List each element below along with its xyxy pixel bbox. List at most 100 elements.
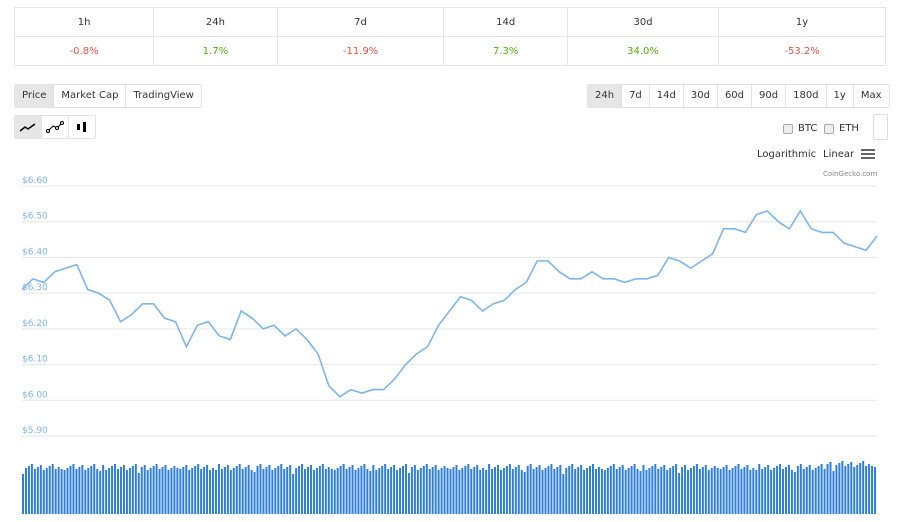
volume-bar (470, 469, 473, 514)
scale-logarithmic[interactable]: Logarithmic (757, 149, 817, 160)
volume-bar (612, 464, 615, 514)
volume-bar (390, 467, 393, 514)
volume-bar (859, 463, 862, 514)
volume-bar (835, 465, 838, 514)
range-24h[interactable]: 24h (588, 85, 623, 107)
volume-bar (93, 464, 96, 514)
volume-bar (140, 467, 143, 514)
credit: CoinGecko.com (823, 170, 878, 178)
volume-bar (559, 465, 562, 514)
volume-bar (538, 465, 541, 514)
menu-icon[interactable] (861, 149, 875, 159)
range-30d[interactable]: 30d (684, 85, 718, 107)
volume-bar (443, 466, 446, 514)
range-1y[interactable]: 1y (827, 85, 854, 107)
line-chart-icon[interactable] (15, 116, 42, 138)
volume-bar (194, 466, 197, 514)
volume-bar (330, 469, 333, 514)
volume-bar (277, 466, 280, 514)
tab-tradingview[interactable]: TradingView (133, 90, 194, 101)
volume-bar (407, 473, 410, 514)
volume-bar (54, 469, 57, 514)
compare-btc[interactable]: BTC (783, 123, 817, 134)
volume-bar (185, 465, 188, 514)
volume-bar (499, 470, 502, 514)
volume-bar (39, 465, 42, 514)
volume-bar (841, 461, 844, 514)
candlestick-icon[interactable] (69, 116, 95, 138)
volume-bar (725, 465, 728, 514)
volume-bar (289, 465, 292, 514)
chart-type-tabs: Price Market Cap TradingView (14, 84, 202, 108)
volume-bar (217, 464, 220, 514)
volume-bar (609, 466, 612, 514)
volume-bar (820, 464, 823, 514)
volume-bar (755, 470, 758, 514)
volume-bar (102, 465, 105, 514)
range-60d[interactable]: 60d (718, 85, 753, 107)
volume-bar (108, 468, 111, 514)
scale-linear[interactable]: Linear (823, 149, 855, 160)
volume-bar (565, 468, 568, 514)
y-tick-label: $6.50 (22, 212, 48, 222)
volume-bar (502, 468, 505, 514)
range-180d[interactable]: 180d (786, 85, 827, 107)
volume-bar (514, 467, 517, 514)
volume-bar (342, 464, 345, 514)
volume-bar (737, 464, 740, 514)
volume-bar (99, 471, 102, 514)
volume-bar (678, 473, 681, 514)
volume-bar (158, 469, 161, 514)
volume-bar (583, 470, 586, 514)
compare-eth[interactable]: ETH (824, 123, 859, 134)
volume-bar (461, 468, 464, 514)
volume-bar (333, 470, 336, 514)
volume-bar (523, 472, 526, 514)
range-14d[interactable]: 14d (650, 85, 684, 107)
tab-price[interactable]: Price (15, 85, 55, 107)
volume-bar (734, 466, 737, 514)
volume-bar (105, 470, 108, 514)
volume-bar (550, 464, 553, 514)
range-7d[interactable]: 7d (622, 85, 650, 107)
range-90d[interactable]: 90d (752, 85, 787, 107)
volume-bar (675, 464, 678, 514)
volume-bar (592, 464, 594, 514)
volume-bar (793, 472, 796, 514)
y-tick-label: $6.40 (22, 247, 48, 257)
volume-bar (865, 466, 868, 514)
volume-bar (707, 470, 710, 514)
volume-bar (728, 470, 731, 514)
volume-bar (416, 470, 419, 514)
volume-bar (784, 467, 787, 514)
volume-bar (321, 464, 324, 514)
volume-bar (45, 468, 48, 514)
price-change-table: 1h 24h 7d 14d 30d 1y -0.8% 1.7% -11.9% 7.3% 34.0% -… (13, 7, 886, 66)
volume-bar (339, 466, 342, 514)
compare-button[interactable] (873, 114, 888, 140)
volume-bar (33, 469, 36, 514)
volume-bar (497, 465, 499, 514)
volume-bar (681, 467, 684, 514)
volume-bar (639, 471, 642, 514)
eth-checkbox[interactable] (824, 123, 834, 134)
volume-bar (259, 464, 262, 514)
volume-bar (122, 465, 125, 514)
eth-label: ETH (839, 123, 859, 134)
volume-bar (283, 469, 286, 514)
volume-bar (425, 464, 428, 514)
volume-bar (716, 468, 719, 514)
y-tick-label: $5.90 (22, 426, 48, 436)
range-Max[interactable]: Max (860, 90, 882, 101)
line-markers-icon[interactable] (42, 116, 69, 138)
tab-market-cap[interactable]: Market Cap (54, 85, 127, 107)
volume-bar (27, 466, 30, 514)
volume-bar (580, 465, 583, 514)
btc-checkbox[interactable] (783, 123, 793, 134)
volume-bar (520, 470, 523, 514)
volume-bar (871, 466, 874, 514)
volume-bar (817, 466, 820, 514)
chart-style-buttons (14, 115, 96, 139)
volume-bar (137, 473, 140, 514)
volume-bar (494, 467, 497, 514)
